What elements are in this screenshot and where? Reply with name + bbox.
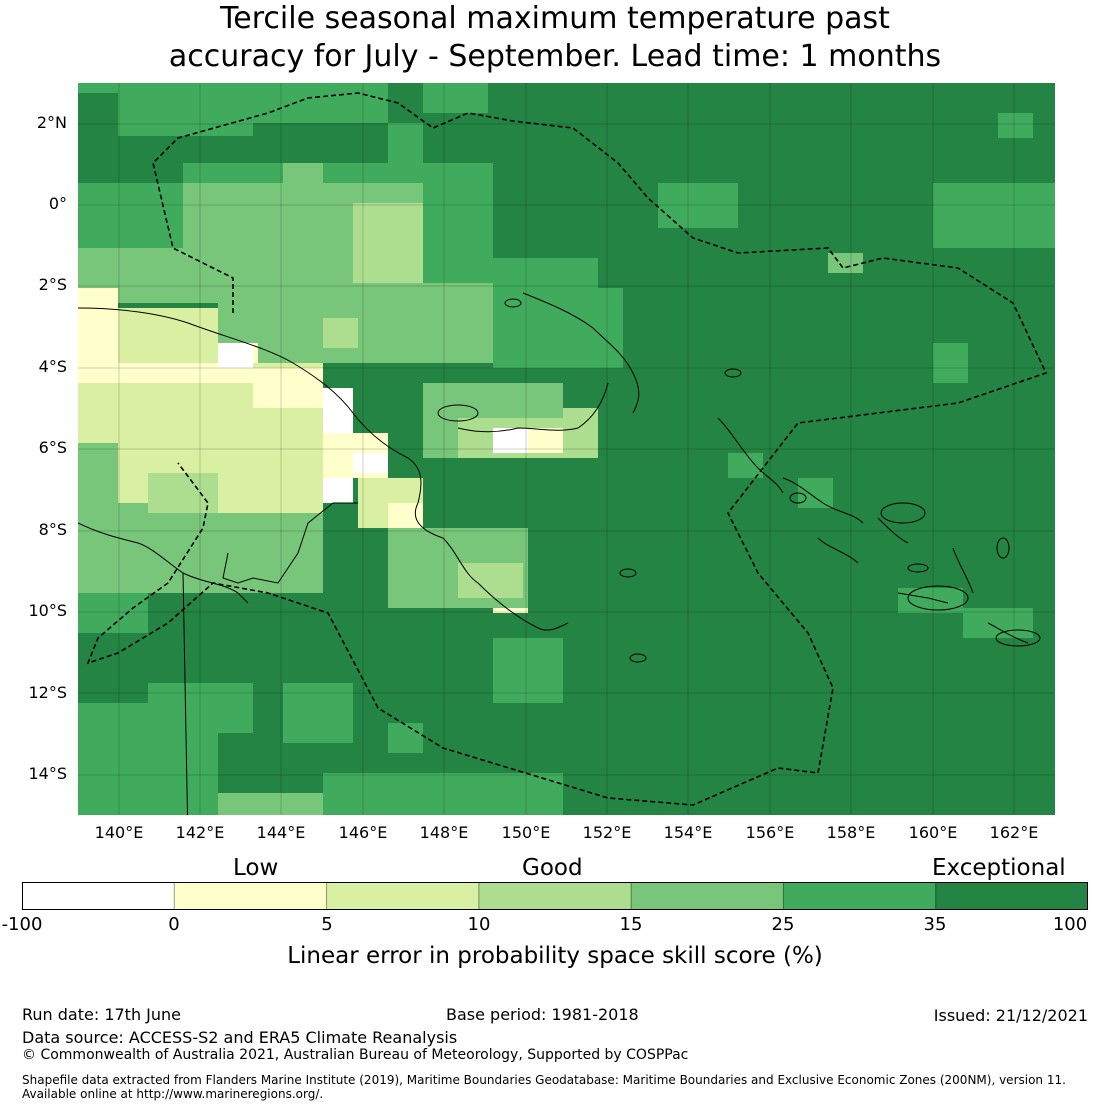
colorbar-outline bbox=[22, 882, 1088, 910]
lat-tick-0: 2°N bbox=[36, 113, 67, 132]
lon-tick-6: 152°E bbox=[582, 823, 632, 842]
colorbar-svg bbox=[22, 882, 1089, 910]
cb-tick-3: 10 bbox=[467, 914, 491, 935]
graticule bbox=[78, 83, 1055, 815]
lon-tick-2: 144°E bbox=[256, 823, 306, 842]
colorbar-segment-3 bbox=[478, 882, 632, 910]
shapefile-credit-line-2: Available online at http://www.marinereg… bbox=[22, 1087, 324, 1101]
lon-tick-10: 160°E bbox=[908, 823, 958, 842]
lon-tick-4: 148°E bbox=[419, 823, 469, 842]
lat-tick-4: 6°S bbox=[38, 438, 67, 457]
lat-tick-7: 12°S bbox=[28, 683, 67, 702]
islands bbox=[437, 298, 1041, 663]
colorbar-segment-0 bbox=[22, 882, 175, 910]
lat-tick-1: 0° bbox=[48, 194, 67, 213]
issued-date: Issued: 21/12/2021 bbox=[933, 1006, 1088, 1025]
title-line-1: Tercile seasonal maximum temperature pas… bbox=[220, 1, 890, 36]
lat-tick-5: 8°S bbox=[38, 520, 67, 539]
lat-tick-6: 10°S bbox=[28, 601, 67, 620]
coastlines bbox=[78, 292, 1029, 815]
lon-tick-5: 150°E bbox=[501, 823, 551, 842]
lon-tick-8: 156°E bbox=[745, 823, 795, 842]
category-good: Good bbox=[522, 855, 583, 881]
map-svg bbox=[78, 83, 1055, 815]
skill-score-map bbox=[78, 83, 1055, 815]
lat-tick-2: 2°S bbox=[38, 275, 67, 294]
run-date: Run date: 17th June bbox=[22, 1005, 182, 1024]
colorbar bbox=[22, 882, 1089, 910]
lon-tick-3: 146°E bbox=[338, 823, 388, 842]
colorbar-segment-1 bbox=[174, 882, 328, 910]
colorbar-segment-6 bbox=[935, 882, 1089, 910]
data-source: Data source: ACCESS-S2 and ERA5 Climate … bbox=[22, 1028, 458, 1047]
lon-tick-0: 140°E bbox=[94, 823, 144, 842]
category-low: Low bbox=[233, 855, 279, 881]
eez-boundary bbox=[86, 92, 1048, 806]
lon-tick-1: 142°E bbox=[175, 823, 225, 842]
cb-tick-2: 5 bbox=[321, 914, 333, 935]
cb-tick-6: 35 bbox=[923, 914, 947, 935]
base-period: Base period: 1981-2018 bbox=[446, 1005, 639, 1024]
title-line-2: accuracy for July - September. Lead time… bbox=[168, 39, 942, 74]
cb-tick-0: -100 bbox=[1, 914, 43, 935]
lon-tick-9: 158°E bbox=[826, 823, 876, 842]
cb-tick-5: 25 bbox=[771, 914, 795, 935]
lon-tick-11: 162°E bbox=[989, 823, 1039, 842]
colorbar-segment-4 bbox=[631, 882, 784, 910]
colorbar-segment-2 bbox=[326, 882, 480, 910]
colorbar-segment-5 bbox=[783, 882, 937, 910]
shapefile-credit-line-1: Shapefile data extracted from Flanders M… bbox=[22, 1073, 1066, 1087]
map-title: Tercile seasonal maximum temperature pas… bbox=[0, 0, 1110, 76]
lat-tick-3: 4°S bbox=[38, 357, 67, 376]
lon-tick-7: 154°E bbox=[663, 823, 713, 842]
lat-tick-8: 14°S bbox=[28, 764, 67, 783]
copyright: © Commonwealth of Australia 2021, Austra… bbox=[22, 1047, 689, 1063]
colorbar-title: Linear error in probability space skill … bbox=[287, 943, 823, 969]
cb-tick-4: 15 bbox=[619, 914, 643, 935]
category-exceptional: Exceptional bbox=[932, 855, 1066, 881]
cb-tick-7: 100 bbox=[1052, 914, 1088, 935]
colorbar-segments bbox=[22, 882, 1089, 910]
cb-tick-1: 0 bbox=[168, 914, 180, 935]
